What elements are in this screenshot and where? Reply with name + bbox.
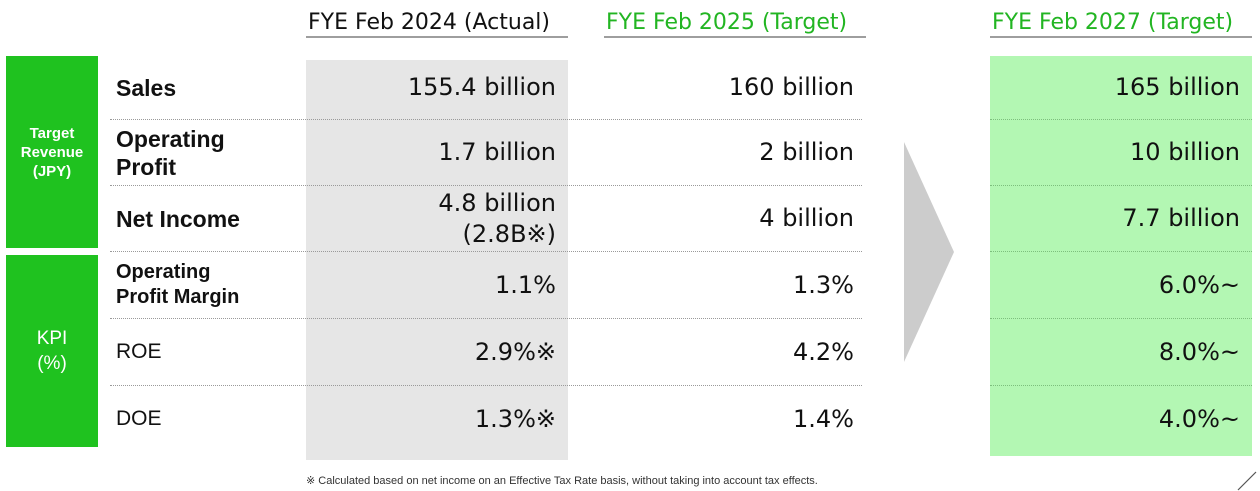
value-target-2027-operating-profit-margin: 6.0%~ [1158, 270, 1240, 299]
value-actual-net-income: 4.8 billion (2.8B※) [438, 188, 556, 248]
actual-column-background [306, 60, 568, 460]
footnote: ※ Calculated based on net income on an E… [306, 475, 818, 487]
value-actual-operating-profit: 1.7 billion [438, 138, 556, 166]
right-arrow-icon [904, 142, 954, 362]
corner-slash-decoration [1237, 471, 1257, 491]
value-target-2027-roe: 8.0%~ [1158, 337, 1240, 366]
header-fye-2024-actual: FYE Feb 2024 (Actual) [306, 8, 568, 38]
table-row-doe: DOE 1.3%※ 1.4% [110, 386, 862, 452]
row-label-doe: DOE [116, 407, 162, 430]
row-label-sales: Sales [116, 74, 177, 101]
value-target-2025-operating-profit-margin: 1.3% [793, 270, 854, 299]
value-target-2025-doe: 1.4% [793, 404, 854, 433]
target-2027-row-operating-profit-margin: 6.0%~ [990, 252, 1252, 319]
target-2027-row-doe: 4.0%~ [990, 386, 1252, 452]
row-label-operating-profit: Operating Profit [116, 125, 225, 180]
value-actual-operating-profit-margin: 1.1% [495, 270, 556, 299]
row-label-operating-profit-margin: Operating Profit Margin [116, 261, 240, 308]
value-target-2027-net-income: 7.7 billion [1122, 204, 1240, 232]
table-row-operating-profit: Operating Profit 1.7 billion 2 billion [110, 120, 862, 186]
row-label-roe: ROE [116, 340, 162, 363]
target-2027-row-sales: 165 billion [990, 56, 1252, 120]
value-target-2027-sales: 165 billion [1114, 73, 1240, 101]
value-actual-sales: 155.4 billion [407, 73, 556, 101]
group-label-kpi: KPI (%) [6, 255, 98, 447]
value-target-2027-doe: 4.0%~ [1158, 404, 1240, 433]
value-target-2025-roe: 4.2% [793, 337, 854, 366]
table-row-roe: ROE 2.9%※ 4.2% [110, 319, 862, 386]
header-fye-2025-target: FYE Feb 2025 (Target) [604, 8, 866, 38]
target-2027-column-background [990, 56, 1252, 456]
value-target-2027-operating-profit: 10 billion [1130, 138, 1240, 166]
value-target-2025-net-income: 4 billion [759, 204, 854, 232]
value-actual-roe: 2.9%※ [474, 337, 556, 366]
value-target-2025-operating-profit: 2 billion [759, 138, 854, 166]
table-row-net-income: Net Income 4.8 billion (2.8B※) 4 billion [110, 186, 862, 252]
target-2027-row-roe: 8.0%~ [990, 319, 1252, 386]
row-label-net-income: Net Income [116, 205, 240, 232]
value-actual-doe: 1.3%※ [474, 404, 556, 433]
value-target-2025-sales: 160 billion [728, 73, 854, 101]
header-fye-2027-target: FYE Feb 2027 (Target) [990, 8, 1252, 38]
table-row-sales: Sales 155.4 billion 160 billion [110, 56, 862, 120]
group-label-target-revenue: Target Revenue (JPY) [6, 56, 98, 248]
target-2027-row-net-income: 7.7 billion [990, 186, 1252, 252]
table-row-operating-profit-margin: Operating Profit Margin 1.1% 1.3% [110, 252, 862, 319]
target-2027-row-operating-profit: 10 billion [990, 120, 1252, 186]
